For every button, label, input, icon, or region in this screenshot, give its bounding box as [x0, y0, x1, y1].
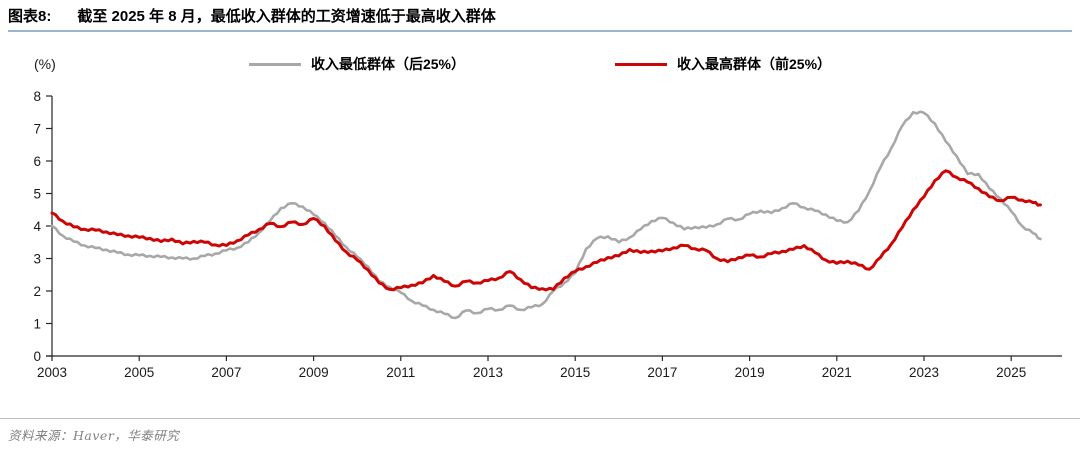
legend-row: (%) 收入最低群体（后25%） 收入最高群体（前25%）: [0, 54, 1080, 80]
line-highest-income-group-top-25pct: [50, 169, 1042, 292]
svg-text:2015: 2015: [560, 365, 590, 380]
legend-line-swatch-gray: [248, 62, 301, 66]
legend-label-highest-income: 收入最高群体（前25%）: [677, 56, 832, 72]
legend-item-lowest-income: 收入最低群体（后25%）: [248, 54, 465, 74]
svg-text:3: 3: [33, 252, 41, 267]
wage-growth-line-chart: 0 1 2 3 4 5 6 7 8 2003 2005 2007 2009 2011 2013 2015 201…: [33, 89, 1062, 380]
svg-text:2017: 2017: [647, 365, 677, 380]
source-note: 资料来源：Haver，华泰研究: [8, 428, 180, 443]
header-divider: [8, 30, 1072, 32]
chart-area: 0 1 2 3 4 5 6 7 8 2003 2005 2007 2009 2011 2013 2015 201…: [0, 84, 1080, 386]
legend-label-lowest-income: 收入最低群体（后25%）: [310, 56, 465, 72]
figure-title: 截至 2025 年 8 月，最低收入群体的工资增速低于最高收入群体: [77, 8, 496, 25]
svg-text:7: 7: [33, 122, 41, 137]
chart-legend: 收入最低群体（后25%） 收入最高群体（前25%）: [0, 54, 1080, 74]
y-axis-unit-label: (%): [34, 56, 56, 72]
figure-number-label: 图表8:: [8, 8, 52, 25]
svg-text:2007: 2007: [211, 365, 241, 380]
svg-text:2011: 2011: [386, 365, 415, 380]
figure-header: 图表8: 截至 2025 年 8 月，最低收入群体的工资增速低于最高收入群体: [0, 0, 1080, 32]
svg-text:4: 4: [33, 219, 41, 234]
svg-text:1: 1: [33, 317, 41, 332]
line-lowest-income-group-bottom-25pct: [50, 110, 1042, 320]
svg-text:2: 2: [33, 284, 41, 299]
svg-text:2023: 2023: [909, 365, 939, 380]
legend-item-highest-income: 收入最高群体（前25%）: [615, 54, 831, 74]
svg-text:5: 5: [33, 187, 41, 202]
svg-text:2005: 2005: [124, 365, 154, 380]
svg-text:2003: 2003: [37, 365, 67, 380]
svg-text:2025: 2025: [996, 365, 1026, 380]
footer-divider: [0, 418, 1080, 419]
svg-text:8: 8: [33, 89, 41, 104]
legend-line-swatch-red: [615, 62, 667, 66]
svg-text:2021: 2021: [822, 365, 852, 380]
figure-footer: 资料来源：Haver，华泰研究: [0, 418, 1080, 454]
svg-text:2013: 2013: [473, 365, 503, 380]
svg-text:2019: 2019: [735, 365, 765, 380]
svg-text:2009: 2009: [299, 365, 329, 380]
svg-text:6: 6: [33, 154, 41, 169]
svg-text:0: 0: [33, 349, 41, 364]
